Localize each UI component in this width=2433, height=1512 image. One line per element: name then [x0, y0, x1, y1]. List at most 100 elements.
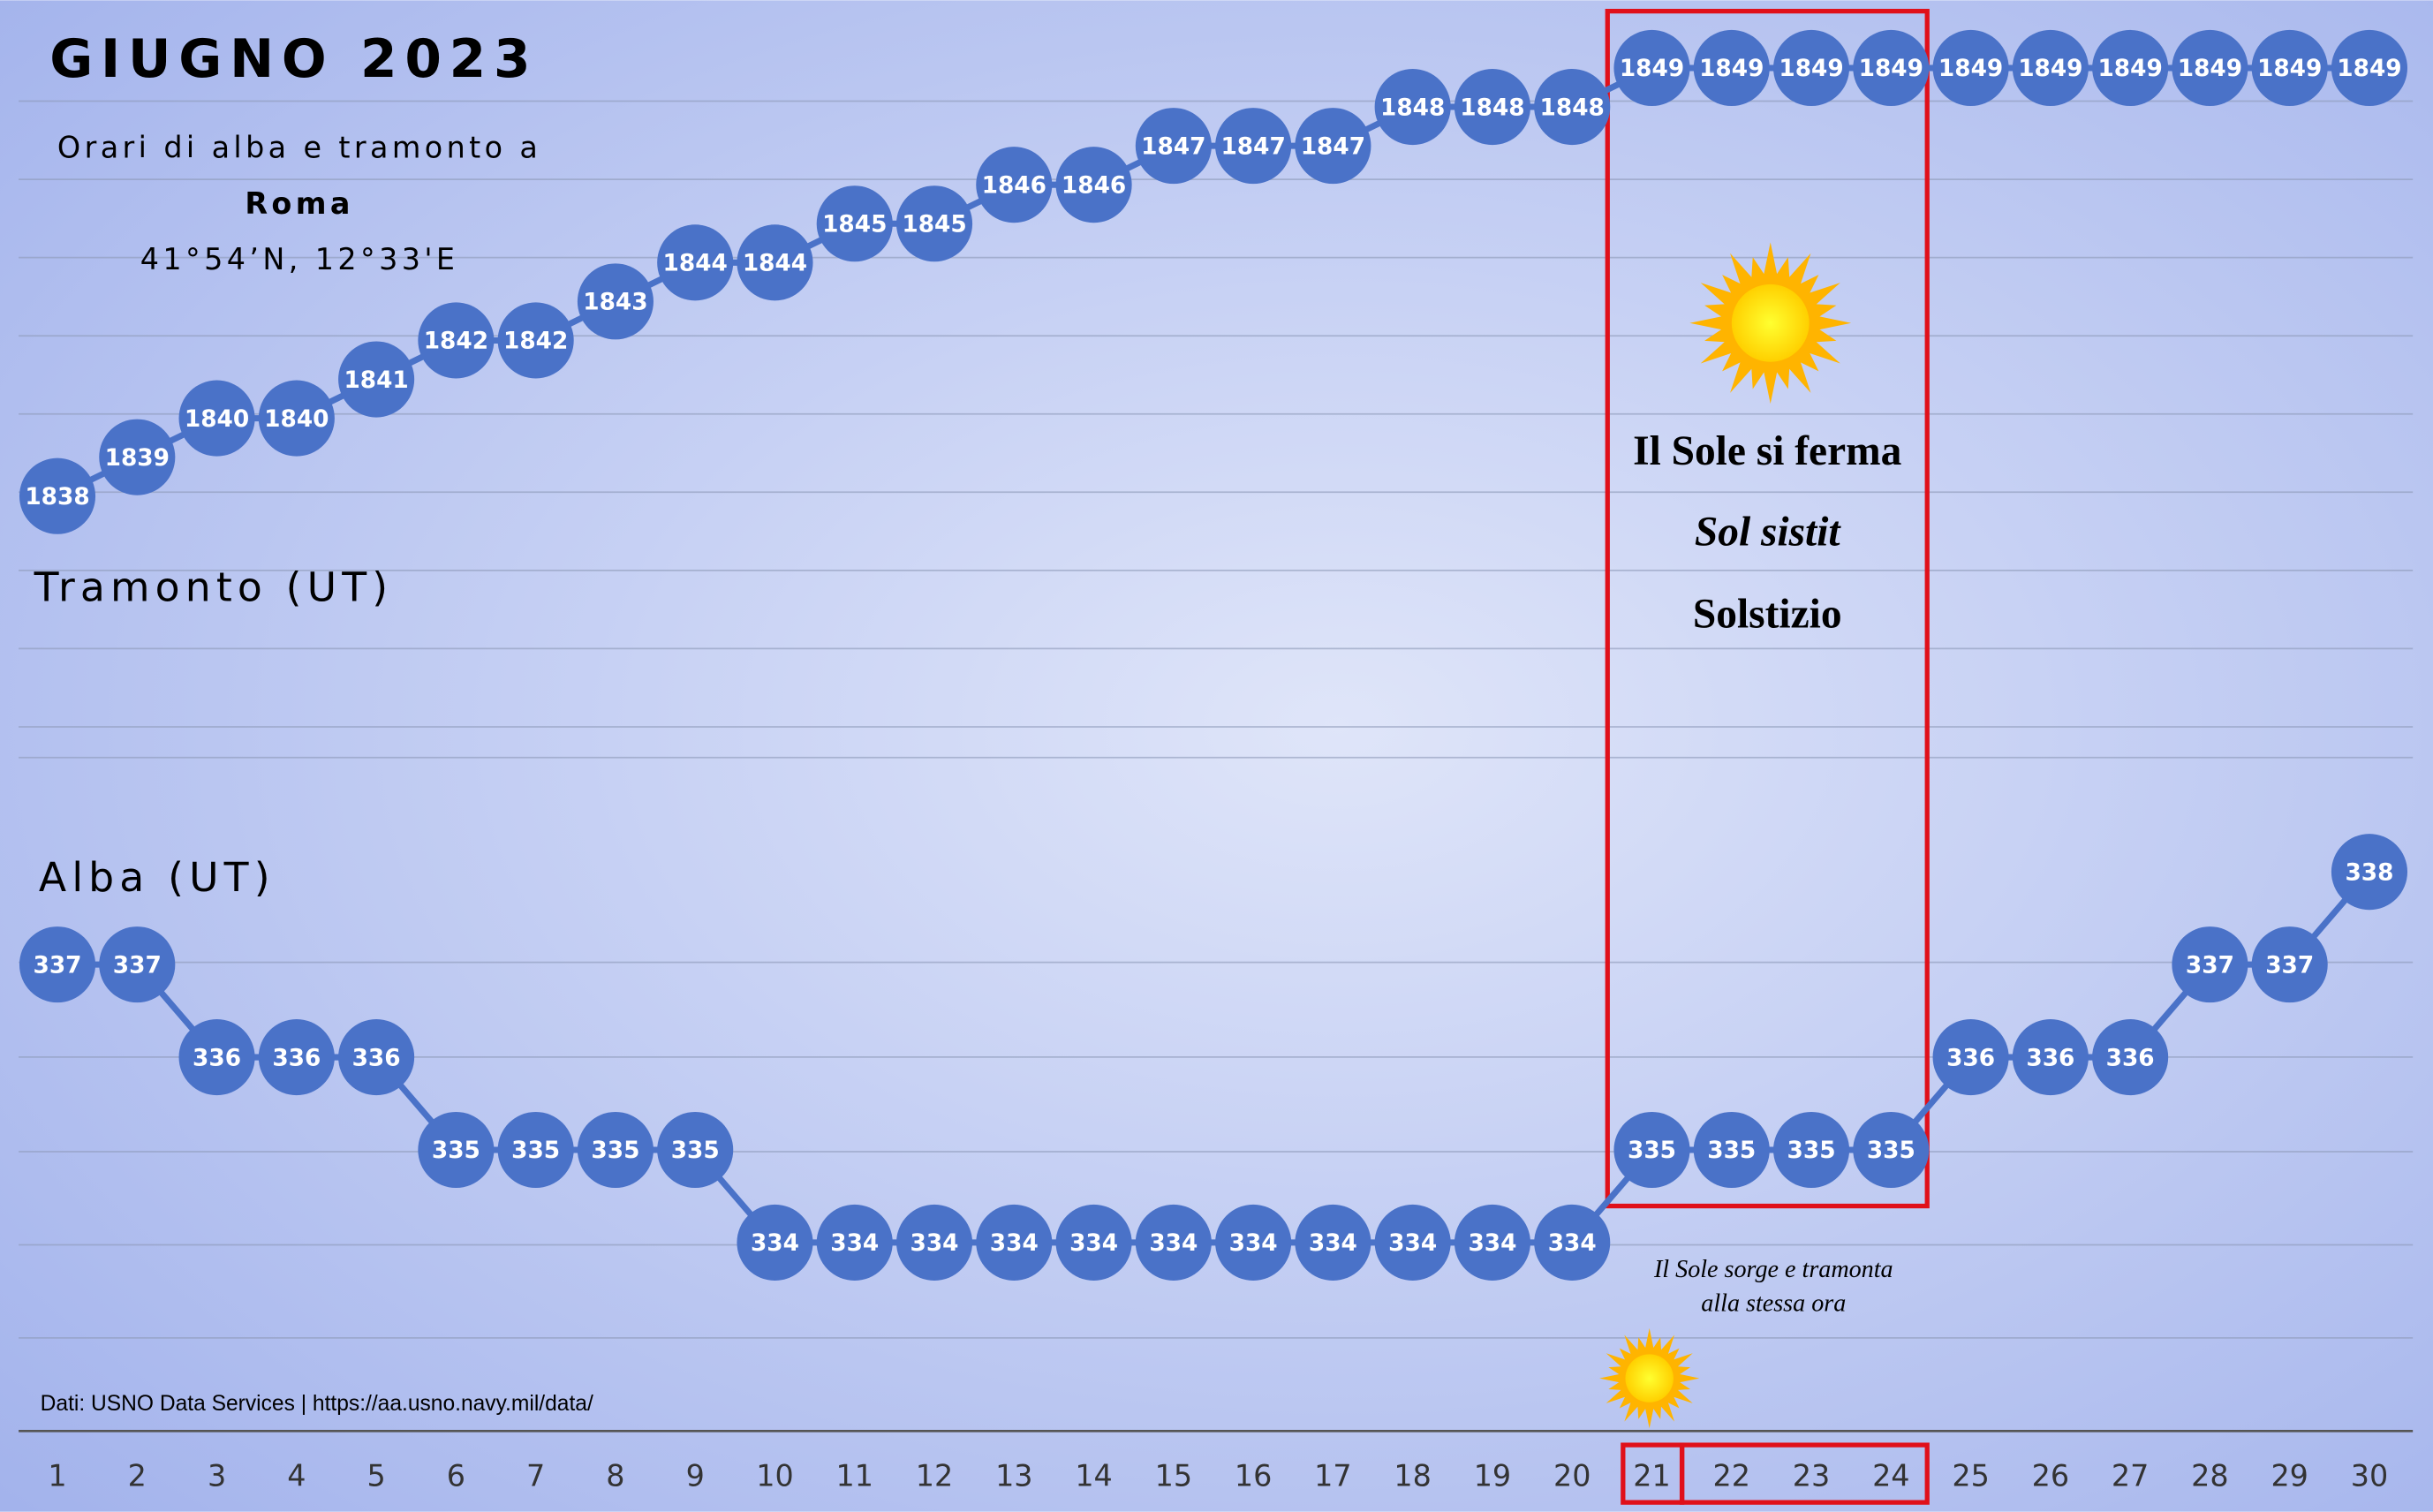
data-point	[1772, 1111, 1850, 1189]
data-point	[1135, 108, 1212, 185]
x-tick-label: 25	[1952, 1459, 1989, 1493]
data-label: 336	[193, 1045, 241, 1071]
data-label: 1839	[105, 445, 170, 472]
data-label: 335	[671, 1138, 720, 1164]
sun-icon	[1599, 1327, 1700, 1429]
data-label: 1849	[1779, 56, 1843, 82]
data-point	[1374, 1204, 1451, 1281]
subtitle: Roma	[245, 186, 354, 221]
data-label: 335	[1867, 1138, 1915, 1164]
data-label: 335	[432, 1138, 480, 1164]
series-label: Tramonto (UT)	[34, 563, 394, 610]
sun-icon	[1689, 242, 1852, 404]
data-point	[976, 147, 1053, 223]
data-label: 1842	[424, 329, 488, 355]
x-tick-label: 6	[447, 1459, 465, 1493]
data-point	[2092, 1019, 2169, 1096]
data-label: 334	[751, 1230, 799, 1257]
x-tick-label: 20	[1553, 1459, 1591, 1493]
x-tick-label: 15	[1155, 1459, 1192, 1493]
chart-title: GIUGNO 2023	[49, 29, 538, 90]
subtitle: Orari di alba e tramonto a	[57, 131, 541, 165]
data-point	[895, 1204, 973, 1281]
data-point	[258, 380, 335, 457]
data-label: 1846	[1062, 172, 1126, 199]
data-point	[338, 1019, 415, 1096]
x-tick-label: 12	[916, 1459, 953, 1493]
data-label: 334	[990, 1230, 1039, 1257]
data-point	[418, 302, 495, 379]
data-label: 1849	[2097, 56, 2162, 82]
data-point	[497, 302, 574, 379]
data-label: 1842	[503, 329, 568, 355]
data-label: 334	[830, 1230, 879, 1257]
data-point	[178, 1019, 255, 1096]
x-tick-label: 7	[526, 1459, 545, 1493]
data-label: 1840	[264, 406, 329, 433]
data-point	[816, 1204, 893, 1281]
data-point	[816, 185, 893, 262]
annotation: alla stessa ora	[1701, 1289, 1846, 1317]
data-label: 1846	[982, 172, 1046, 199]
data-point	[2251, 29, 2328, 107]
data-label: 1841	[344, 367, 408, 394]
data-label: 1844	[663, 251, 728, 277]
data-label: 1847	[1220, 133, 1285, 160]
data-point	[1215, 1204, 1292, 1281]
data-label: 338	[2345, 859, 2393, 886]
x-tick-label: 27	[2112, 1459, 2149, 1493]
x-tick-label: 1	[48, 1459, 66, 1493]
data-point	[258, 1019, 335, 1096]
data-label: 1840	[185, 406, 249, 433]
data-label: 334	[910, 1230, 959, 1257]
x-tick-label: 18	[1394, 1459, 1431, 1493]
data-point	[1693, 1111, 1770, 1189]
data-label: 1849	[2018, 56, 2082, 82]
x-tick-label: 24	[1872, 1459, 1909, 1493]
data-point	[577, 263, 654, 340]
data-point	[19, 457, 96, 534]
data-label: 1843	[583, 290, 647, 316]
data-point	[1055, 147, 1132, 223]
annotation: Il Sole sorge e tramonta	[1653, 1256, 1893, 1283]
data-label: 1849	[1859, 56, 1923, 82]
data-point	[1215, 108, 1292, 185]
data-point	[99, 926, 176, 1003]
data-point	[577, 1111, 654, 1189]
data-point	[2172, 29, 2248, 107]
data-point	[1454, 1204, 1530, 1281]
data-point	[19, 926, 96, 1003]
subtitle: 41°54’N, 12°33'E	[140, 242, 459, 276]
x-tick-label: 11	[836, 1459, 873, 1493]
data-label: 1849	[2257, 56, 2322, 82]
data-label: 335	[591, 1138, 639, 1164]
data-point	[1693, 29, 1770, 107]
x-tick-label: 13	[995, 1459, 1032, 1493]
data-point	[1613, 29, 1690, 107]
data-label: 1849	[1938, 56, 2003, 82]
data-label: 334	[1229, 1230, 1278, 1257]
data-point	[2331, 834, 2408, 911]
data-label: 1847	[1141, 133, 1205, 160]
data-label: 1844	[743, 251, 807, 277]
sun-disc	[1625, 1354, 1674, 1402]
x-tick-label: 8	[606, 1459, 624, 1493]
data-point	[1772, 29, 1850, 107]
data-point	[1295, 108, 1371, 185]
x-tick-label: 4	[287, 1459, 306, 1493]
data-label: 1848	[1460, 94, 1524, 121]
x-tick-label: 14	[1075, 1459, 1112, 1493]
series-label: Alba (UT)	[39, 854, 276, 901]
data-label: 335	[1787, 1138, 1836, 1164]
data-label: 334	[1149, 1230, 1198, 1257]
data-label: 337	[2186, 952, 2234, 979]
data-label: 337	[34, 952, 82, 979]
data-point	[657, 1111, 734, 1189]
x-tick-label: 22	[1713, 1459, 1750, 1493]
data-point	[2172, 926, 2248, 1003]
data-label: 1847	[1301, 133, 1365, 160]
data-label: 336	[2026, 1045, 2074, 1071]
data-point	[1932, 1019, 2009, 1096]
